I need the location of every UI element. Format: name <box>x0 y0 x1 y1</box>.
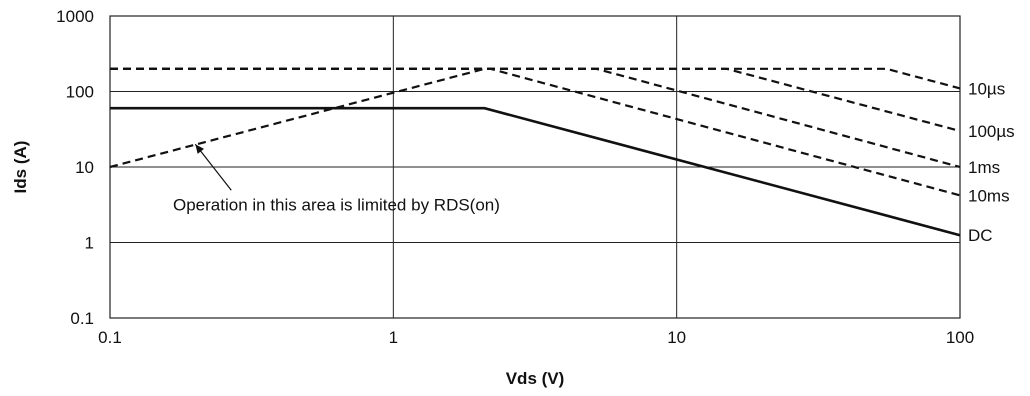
series-line-dc <box>110 106 961 237</box>
series-line-10ms <box>110 67 961 197</box>
series-label: DC <box>968 226 993 245</box>
annotation-arrowhead <box>195 144 204 154</box>
series-line-100s <box>110 67 961 133</box>
annotation: Operation in this area is limited by RDS… <box>173 143 500 214</box>
y-tick-label: 100 <box>66 83 94 102</box>
x-tick-label: 1 <box>389 328 398 347</box>
grid <box>110 16 960 318</box>
series-label: 10µs <box>968 79 1005 98</box>
x-tick-label: 100 <box>946 328 974 347</box>
y-tick-label: 10 <box>75 158 94 177</box>
y-tick-label: 0.1 <box>70 309 94 328</box>
x-axis-label: Vds (V) <box>506 369 565 388</box>
annotation-text: Operation in this area is limited by RDS… <box>173 195 500 214</box>
series-line-10s <box>110 67 961 90</box>
series-line-rds-limit <box>109 67 485 169</box>
y-tick-labels: 0.1 1 10 100 1000 <box>56 7 94 328</box>
x-tick-label: 0.1 <box>98 328 122 347</box>
series-line-1ms <box>110 67 961 169</box>
series-label: 100µs <box>968 122 1015 141</box>
y-tick-label: 1 <box>85 234 94 253</box>
series-labels: 10µs 100µs 1ms 10ms DC <box>968 79 1015 245</box>
annotation-arrow <box>194 143 232 191</box>
series-label: 1ms <box>968 158 1000 177</box>
series-lines <box>109 67 961 237</box>
series-label: 10ms <box>968 186 1010 205</box>
x-tick-labels: 0.1 1 10 100 <box>98 328 974 347</box>
x-tick-label: 10 <box>667 328 686 347</box>
y-axis-label: Ids (A) <box>11 141 30 194</box>
y-tick-label: 1000 <box>56 7 94 26</box>
